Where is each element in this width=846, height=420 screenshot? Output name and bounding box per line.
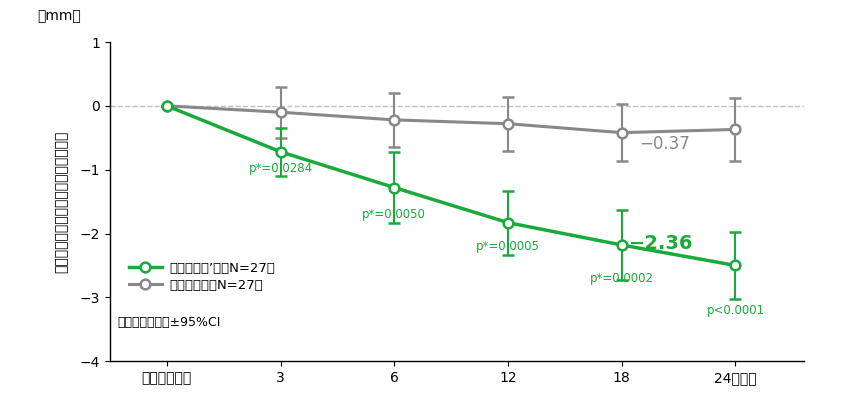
Y-axis label: 琅球突出のベースラインからの変化量: 琅球突出のベースラインからの変化量	[55, 131, 69, 273]
Text: p*=0.0005: p*=0.0005	[476, 240, 540, 253]
Text: p*=0.0284: p*=0.0284	[249, 162, 313, 175]
Text: （mm）: （mm）	[37, 9, 81, 23]
Text: p*=0.0002: p*=0.0002	[590, 272, 654, 285]
Legend: テッペーザ’群（N=27）, プラセボ群（N=27）: テッペーザ’群（N=27）, プラセボ群（N=27）	[124, 257, 281, 297]
Text: 最小二乗平均値±95%CI: 最小二乗平均値±95%CI	[117, 316, 220, 329]
Text: −0.37: −0.37	[640, 135, 690, 153]
Text: p*=0.0050: p*=0.0050	[362, 208, 426, 221]
Text: −2.36: −2.36	[629, 234, 694, 252]
Text: p<0.0001: p<0.0001	[706, 304, 765, 317]
